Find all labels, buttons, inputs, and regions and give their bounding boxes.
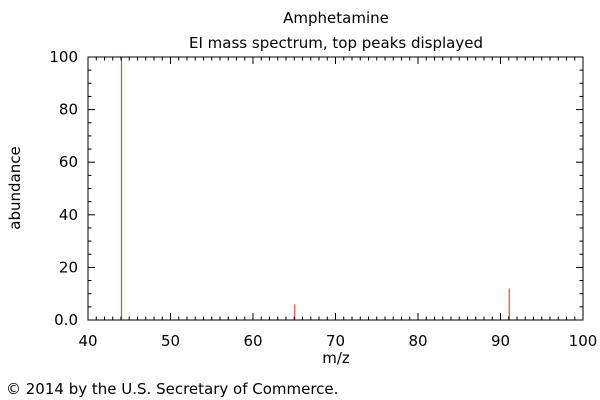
chart-subtitle: EI mass spectrum, top peaks displayed bbox=[189, 34, 483, 52]
y-tick-label: 20 bbox=[59, 258, 78, 276]
x-axis-label: m/z bbox=[322, 349, 350, 367]
x-tick-label: 60 bbox=[243, 332, 262, 350]
plot-area bbox=[120, 57, 510, 320]
y-axis-label: abundance bbox=[6, 146, 24, 229]
x-tick-label: 40 bbox=[78, 332, 97, 350]
axes: 40 50 60 70 80 90 100 0.0 20 40 60 80 100 bbox=[49, 48, 597, 350]
plot-frame bbox=[87, 56, 584, 321]
x-tick-label: 70 bbox=[326, 332, 345, 350]
y-tick-label: 0.0 bbox=[54, 311, 78, 329]
x-tick-label: 80 bbox=[408, 332, 427, 350]
y-tick-label: 100 bbox=[49, 48, 78, 66]
x-tick-label: 100 bbox=[569, 332, 598, 350]
y-tick-label: 60 bbox=[59, 153, 78, 171]
copyright-notice: © 2014 by the U.S. Secretary of Commerce… bbox=[6, 380, 339, 398]
y-tick-label: 40 bbox=[59, 206, 78, 224]
x-tick-label: 50 bbox=[161, 332, 180, 350]
x-tick-label: 90 bbox=[491, 332, 510, 350]
chart-title: Amphetamine bbox=[283, 9, 389, 27]
y-tick-label: 80 bbox=[59, 101, 78, 119]
